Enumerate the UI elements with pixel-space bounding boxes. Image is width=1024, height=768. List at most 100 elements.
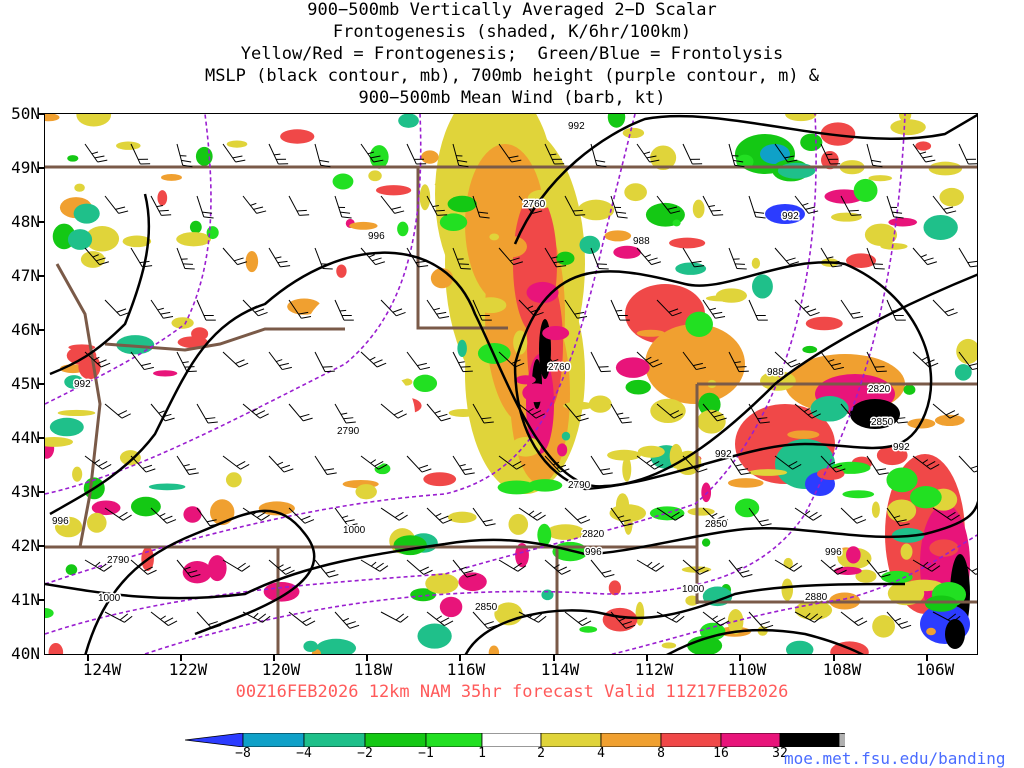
mslp-label: 996 (585, 547, 602, 558)
frontogenesis-patch (675, 262, 707, 275)
wind-barb (360, 455, 388, 470)
frontogenesis-patch (888, 217, 918, 227)
wind-barb (130, 143, 151, 165)
wind-barb (840, 299, 864, 319)
wind-barb (886, 403, 908, 424)
lon-label-116w: 116W (446, 660, 486, 679)
frontogenesis-patch (624, 512, 633, 535)
frontogenesis-patch (622, 456, 632, 482)
frontogenesis-patch (864, 223, 898, 247)
wind-barb (196, 611, 222, 629)
wind-barb (564, 611, 592, 626)
wind-barb (912, 143, 936, 163)
frontogenesis-patch (563, 401, 594, 410)
frontogenesis-patch (157, 190, 168, 206)
mslp-contours (45, 114, 977, 654)
state-borders (45, 165, 977, 654)
wind-barb (84, 143, 108, 163)
wind-barb (590, 143, 607, 168)
wind-barb (912, 247, 937, 266)
colorbar-segment (242, 733, 305, 747)
frontogenesis-patch (915, 141, 932, 151)
height-label: 2790 (107, 555, 130, 566)
colorbar-label: −8 (235, 746, 251, 761)
frontogenesis-patch (398, 114, 419, 128)
frontogenesis-patch (881, 570, 913, 584)
wind-barb (610, 507, 634, 527)
frontogenesis-patch (701, 538, 711, 547)
wind-barb (222, 455, 250, 470)
wind-barb (104, 611, 133, 623)
lat-label-47n: 47N (11, 266, 40, 285)
frontogenesis-patch (760, 144, 790, 164)
wind-barb (794, 299, 820, 317)
frontogenesis-patch (45, 607, 54, 619)
wind-barb (498, 143, 522, 163)
frontogenesis-patch (280, 129, 315, 144)
wind-barb (104, 403, 131, 419)
lon-label-114w: 114W (540, 660, 580, 679)
frontogenesis-patch (608, 580, 622, 596)
lon-tick (833, 655, 835, 661)
title-line-5: 900−500mb Mean Wind (barb, kt) (358, 88, 666, 108)
frontogenesis-patch (54, 516, 83, 538)
frontogenesis-patch (419, 184, 431, 211)
wind-barb (288, 507, 315, 524)
wind-barb (334, 299, 354, 321)
frontogenesis-patch (736, 154, 754, 169)
wind-barb (406, 559, 433, 575)
height-contour (45, 114, 422, 495)
wind-barb (380, 611, 409, 623)
frontogenesis-patch (910, 485, 942, 509)
wind-barb (932, 507, 960, 521)
wind-barb (452, 351, 473, 373)
height-label: 2850 (705, 519, 728, 530)
frontogenesis-patch (508, 513, 529, 535)
frontogenesis-patch (130, 496, 161, 517)
frontogenesis-patch (413, 374, 438, 393)
wind-barb (840, 195, 862, 216)
frontogenesis-patch (636, 329, 665, 337)
lon-tick (459, 655, 461, 661)
wind-barb (406, 143, 427, 165)
lat-tick (38, 167, 44, 169)
frontogenesis-patch (900, 543, 913, 560)
lat-tick (38, 275, 44, 277)
wind-barb (866, 455, 889, 475)
mslp-label: 996 (825, 547, 842, 558)
wind-barb (406, 351, 430, 371)
wind-barb (702, 611, 730, 626)
wind-barb (334, 611, 360, 629)
frontogenesis-patch (425, 573, 459, 594)
frontogenesis-patch (65, 564, 78, 576)
colorbar-segment (425, 733, 483, 747)
lat-tick (38, 437, 44, 439)
height-contour (45, 114, 817, 635)
wind-barb (728, 143, 745, 168)
frontogenesis-patch (153, 370, 178, 377)
wind-barb (590, 247, 609, 270)
frontogenesis-patch (369, 145, 389, 169)
lat-label-50n: 50N (11, 104, 40, 123)
wind-barb (728, 455, 751, 475)
state-border (416, 167, 508, 330)
lat-label-48n: 48N (11, 212, 40, 231)
height-label: 2880 (805, 592, 828, 603)
wind-barb (472, 611, 498, 629)
frontogenesis-patch (687, 507, 715, 516)
wind-barb (866, 143, 883, 168)
lat-label-46n: 46N (11, 320, 40, 339)
frontogenesis-patch (872, 614, 895, 638)
frontogenesis-patch (74, 183, 85, 192)
lon-tick (739, 655, 741, 661)
frontogenesis-patch (375, 185, 412, 196)
wind-barb (702, 403, 727, 422)
wind-barb (702, 507, 729, 524)
frontogenesis-patch (349, 221, 378, 230)
wind-barb (610, 195, 628, 219)
wind-barb (242, 299, 268, 317)
frontogenesis-patch (439, 213, 468, 231)
frontogenesis-patch (579, 626, 598, 633)
frontogenesis-patch (225, 472, 242, 488)
wind-barb (958, 455, 977, 473)
